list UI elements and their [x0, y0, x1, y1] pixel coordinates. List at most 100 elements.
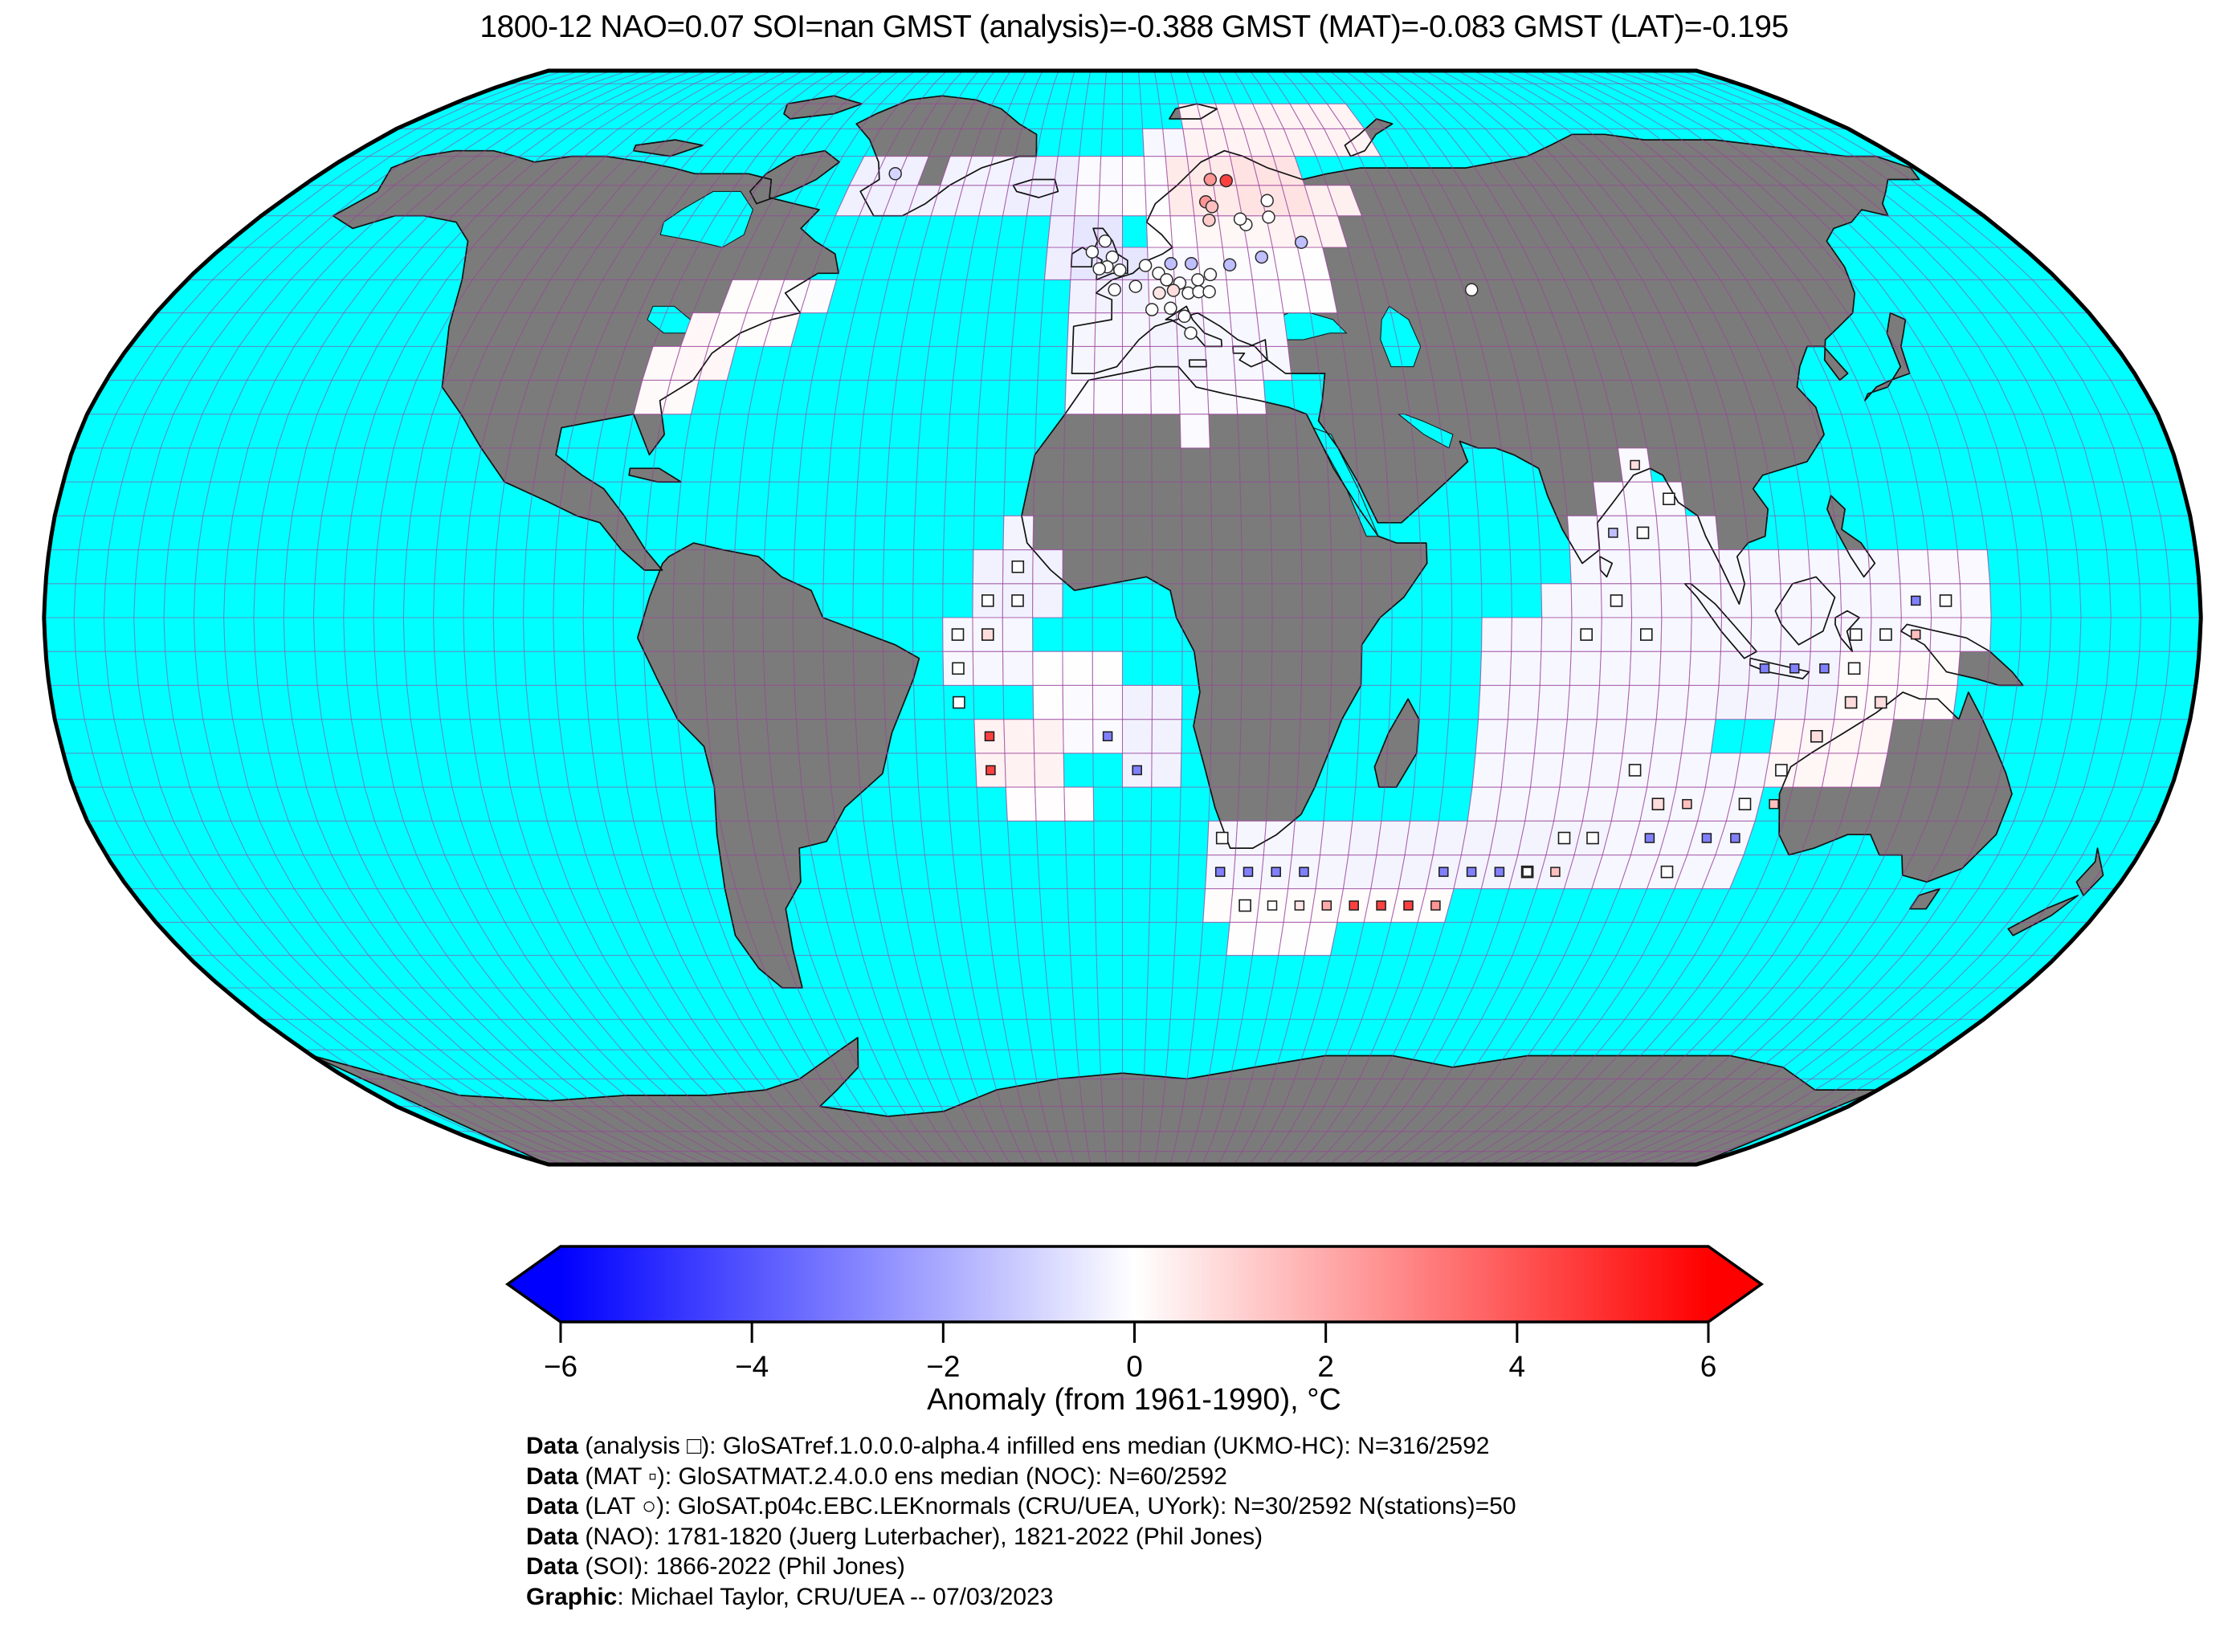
analysis-square-marker — [981, 628, 994, 641]
figure-title: 1800-12 NAO=0.07 SOI=nan GMST (analysis)… — [479, 10, 1789, 44]
anomaly-cell — [1807, 549, 1841, 585]
anomaly-cell — [1509, 651, 1542, 686]
coastline — [1091, 227, 1128, 281]
credit-text: : Michael Taylor, CRU/UEA -- 07/03/2023 — [617, 1583, 1054, 1610]
colorbar-tick-label: 0 — [1126, 1350, 1143, 1383]
anomaly-cell — [1033, 719, 1064, 754]
mat-square-marker — [1630, 459, 1640, 471]
coastline — [1021, 365, 1428, 849]
anomaly-cell — [1177, 345, 1208, 381]
anomaly-cell — [1122, 379, 1152, 415]
anomaly-cell — [1777, 549, 1811, 585]
landmass — [749, 150, 840, 204]
anomaly-cell — [1003, 719, 1035, 754]
anomaly-cell — [1893, 684, 1928, 720]
anomaly-cell — [1094, 312, 1123, 347]
mat-square-marker — [1819, 663, 1830, 674]
anomaly-cell — [1629, 651, 1662, 686]
anomaly-cell — [1092, 651, 1123, 686]
analysis-square-marker — [1810, 729, 1823, 743]
anomaly-cell — [1005, 786, 1037, 822]
mat-square-marker — [1403, 900, 1414, 911]
lat-circle-marker — [1145, 303, 1159, 316]
lat-circle-marker — [1092, 262, 1106, 275]
analysis-square-marker — [1651, 797, 1665, 811]
landmass — [312, 1038, 1878, 1165]
anomaly-cell — [1690, 583, 1723, 618]
mat-square-marker — [1132, 765, 1142, 776]
credit-text: (LAT ○): GloSAT.p04c.EBC.LEKnormals (CRU… — [578, 1493, 1516, 1520]
anomaly-cell — [1348, 820, 1382, 856]
lat-circle-marker — [1128, 279, 1143, 293]
analysis-square-marker — [1636, 526, 1650, 540]
lat-circle-marker — [1222, 258, 1237, 272]
lat-circle-marker — [1202, 284, 1216, 299]
analysis-square-marker — [1640, 628, 1653, 641]
anomaly-cell — [1202, 888, 1234, 923]
anomaly-cell — [1226, 279, 1258, 314]
analysis-square-marker — [1628, 764, 1642, 777]
landmass — [1909, 888, 1940, 909]
anomaly-cell — [1032, 583, 1063, 618]
mat-square-marker — [1243, 867, 1254, 877]
anomaly-cell — [1769, 719, 1806, 754]
anomaly-cell — [1043, 247, 1073, 280]
coastline — [632, 139, 704, 157]
analysis-square-marker — [1879, 628, 1892, 641]
lat-circle-marker — [1184, 256, 1198, 271]
analysis-square-marker — [1939, 594, 1953, 607]
mat-square-marker — [1759, 663, 1770, 674]
anomaly-cell — [1062, 651, 1093, 686]
lat-circle-marker — [1108, 283, 1121, 297]
mat-square-marker — [984, 731, 995, 742]
analysis-square-marker — [952, 662, 965, 675]
colorbar-tick-label: −2 — [926, 1350, 960, 1383]
analysis-square-marker — [1011, 560, 1025, 573]
lat-circle-marker — [1153, 286, 1166, 300]
anomaly-cell — [1122, 312, 1151, 347]
mat-square-marker — [1494, 867, 1505, 877]
lat-circle-marker — [888, 167, 902, 181]
anomaly-cell — [1720, 617, 1753, 652]
anomaly-cell — [1234, 820, 1267, 856]
anomaly-cell — [1570, 583, 1602, 618]
credit-text: (SOI): 1866-2022 (Phil Jones) — [578, 1553, 905, 1581]
anomaly-cell — [1496, 786, 1532, 822]
anomaly-cell — [1093, 345, 1123, 381]
analysis-square-marker — [1660, 865, 1674, 879]
anomaly-cell — [1690, 617, 1723, 652]
anomaly-cell — [1376, 820, 1411, 856]
analysis-square-marker — [1849, 628, 1863, 641]
colorbar-tick-label: −4 — [735, 1350, 769, 1383]
lat-circle-marker — [1260, 194, 1274, 208]
anomaly-cell — [1291, 820, 1324, 856]
anomaly-cell — [1630, 583, 1663, 618]
credits-block: Data (analysis □): GloSATref.1.0.0.0-alp… — [526, 1431, 1516, 1613]
mat-square-marker — [1271, 867, 1281, 877]
lat-circle-marker — [1464, 283, 1479, 297]
coastline — [311, 1037, 1879, 1165]
lat-circle-marker — [1160, 273, 1173, 287]
coastline — [1683, 582, 1757, 659]
coastline — [855, 95, 1038, 217]
credit-prefix: Graphic — [526, 1583, 618, 1610]
anomaly-cell — [1774, 684, 1809, 720]
anomaly-cell — [1067, 312, 1096, 347]
mat-square-marker — [1730, 833, 1740, 843]
anomaly-cell — [1151, 719, 1182, 754]
credit-line: Graphic: Michael Taylor, CRU/UEA -- 07/0… — [526, 1582, 1516, 1613]
mat-square-marker — [1299, 867, 1309, 877]
anomaly-cell — [1150, 379, 1181, 415]
coastline — [332, 149, 839, 571]
landmass — [2076, 848, 2104, 895]
lat-circle-marker — [1219, 173, 1233, 188]
anomaly-cell — [1569, 651, 1602, 686]
anomaly-cell — [1002, 617, 1034, 652]
mat-square-marker — [1376, 900, 1386, 911]
landmass — [1022, 366, 1427, 849]
anomaly-cell — [1320, 820, 1353, 856]
analysis-square-marker — [1557, 831, 1571, 845]
anomaly-cell — [1063, 719, 1094, 754]
anomaly-cell — [1539, 651, 1572, 686]
